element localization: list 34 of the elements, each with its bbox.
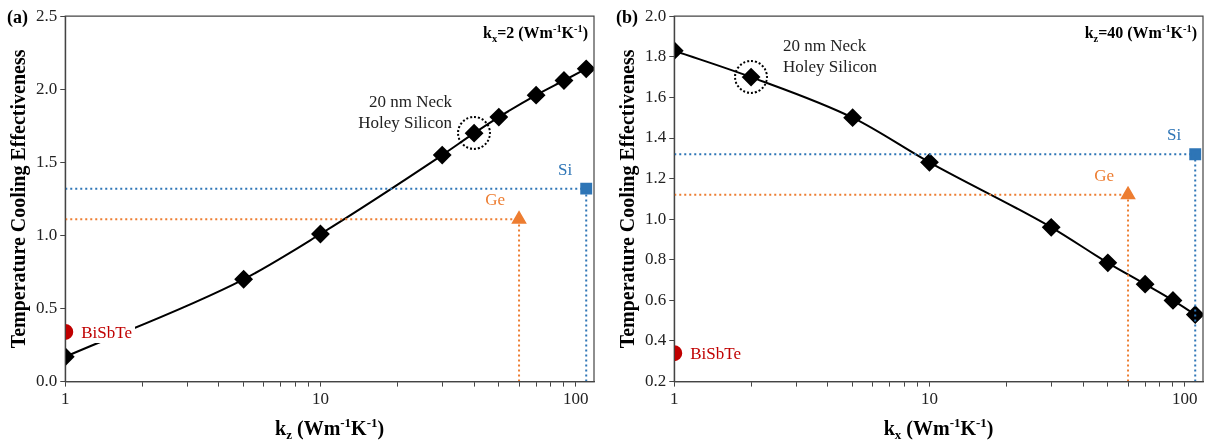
- y-tick-label: 1.5: [36, 151, 58, 171]
- x-tick-label: 100: [562, 389, 589, 409]
- series-label: Si: [558, 159, 573, 179]
- y-tick-label: 2.5: [36, 5, 58, 25]
- series-label: BiSbTe: [690, 344, 742, 364]
- y-tick-label: 0.8: [645, 249, 667, 269]
- x-tick-label: 100: [1171, 389, 1198, 409]
- y-tick-label: 0.5: [36, 297, 58, 317]
- series-label: Si: [1167, 125, 1182, 145]
- annotation: 20 nm Neck Holey Silicon: [783, 36, 878, 77]
- series-label: Ge: [485, 190, 506, 210]
- y-tick-label: 1.4: [645, 127, 667, 147]
- y-tick-label: 0.0: [36, 371, 58, 391]
- x-tick-label: 1: [61, 389, 70, 409]
- x-tick-label: 10: [311, 389, 329, 409]
- y-axis-title: Temperature Cooling Effectiveness: [616, 49, 639, 349]
- y-tick-label: 2.0: [645, 5, 667, 25]
- y-tick-label: 1.2: [645, 168, 667, 188]
- chart-title: (a): [7, 7, 28, 28]
- y-tick-label: 2.0: [36, 78, 58, 98]
- y-tick-label: 0.6: [645, 289, 667, 309]
- series-label: BiSbTe: [81, 322, 133, 342]
- y-tick-label: 1.0: [36, 224, 58, 244]
- series-label: Ge: [1094, 165, 1115, 185]
- y-tick-label: 1.6: [645, 86, 667, 106]
- y-tick-label: 1.0: [645, 208, 667, 228]
- y-tick-label: 1.8: [645, 46, 667, 66]
- y-tick-label: 0.4: [645, 330, 667, 350]
- annotation: 20 nm Neck Holey Silicon: [358, 92, 453, 133]
- x-tick-label: 10: [920, 389, 938, 409]
- y-tick-label: 0.2: [645, 371, 667, 391]
- chart-title: (b): [616, 7, 638, 28]
- y-axis-title: Temperature Cooling Effectiveness: [7, 49, 30, 349]
- x-tick-label: 1: [670, 389, 679, 409]
